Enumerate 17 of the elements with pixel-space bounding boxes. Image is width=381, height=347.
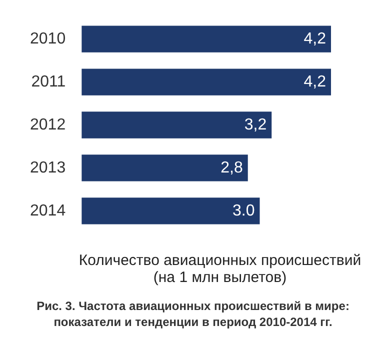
- bar: [82, 198, 260, 224]
- data-label: 4,2: [304, 30, 326, 48]
- y-tick-label: 2012: [30, 116, 66, 134]
- y-tick-label: 2010: [30, 30, 66, 48]
- bar: [82, 112, 272, 138]
- y-tick-label: 2014: [30, 202, 66, 220]
- bar: [82, 154, 248, 182]
- bar: [82, 68, 331, 96]
- data-label: 4,2: [304, 73, 326, 90]
- y-tick-label: 2011: [31, 73, 66, 90]
- bar: [82, 26, 331, 52]
- data-label: 3,2: [244, 116, 267, 134]
- data-label: 2,8: [220, 159, 243, 176]
- x-axis-title: Количество авиационных происшествий (на 1 млн вылетов): [78, 252, 362, 286]
- y-tick-label: 2013: [30, 159, 66, 176]
- data-label: 3.0: [232, 202, 255, 220]
- text: Рис. 3. Частота авиационных происшествий в мире: показатели и тенденции в период 2010-2014 гг.: [36, 298, 350, 330]
